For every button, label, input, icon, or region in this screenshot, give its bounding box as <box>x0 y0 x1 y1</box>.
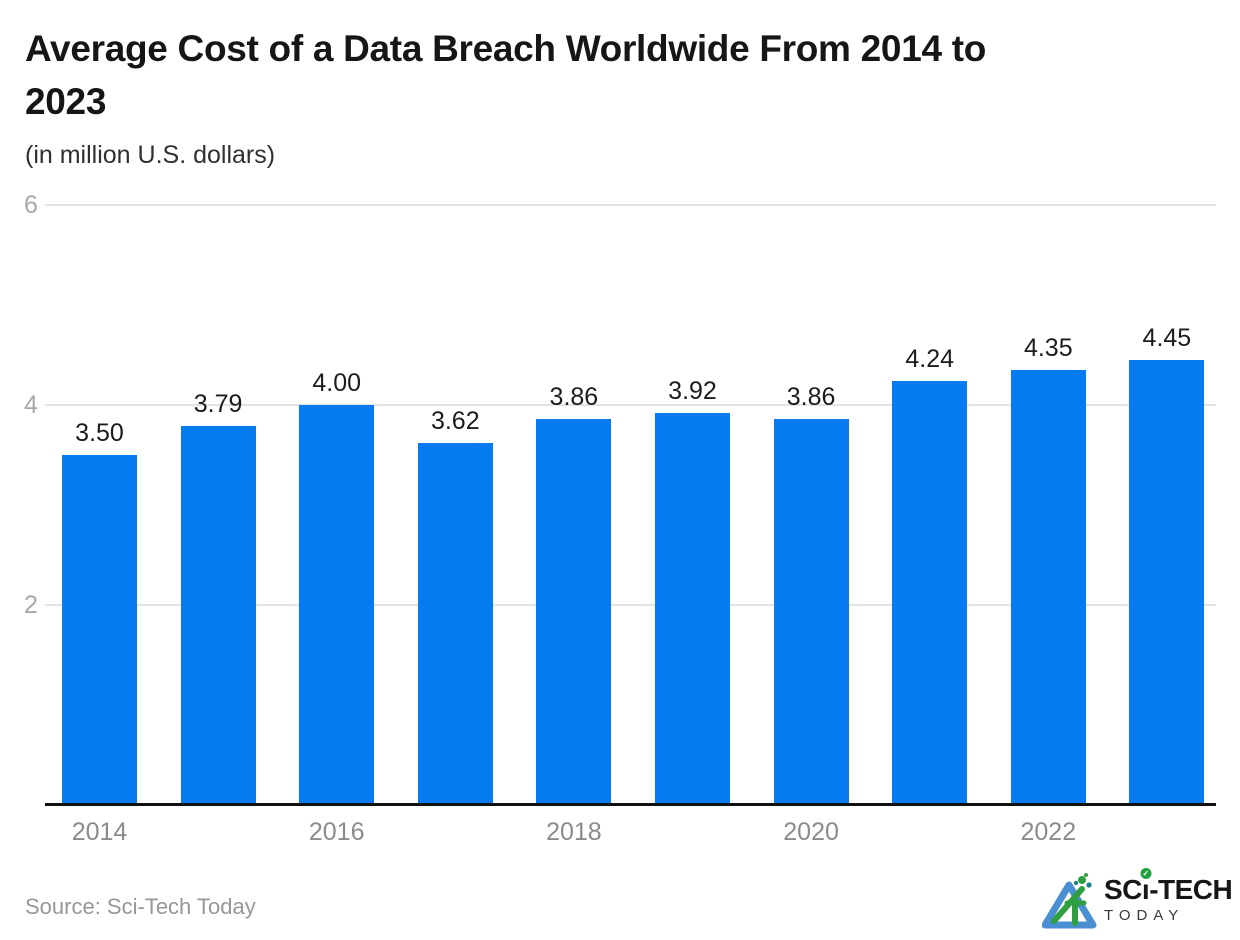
bar-value-label: 3.50 <box>75 419 124 447</box>
x-tick-label: 2014 <box>71 818 128 846</box>
x-axis-line <box>45 803 1216 806</box>
x-tick-label: 2020 <box>783 818 839 846</box>
gridline <box>45 604 1216 606</box>
brand-name: SCı ✓ -TECH <box>1104 868 1233 905</box>
bar <box>655 413 730 805</box>
bar-value-label: 3.92 <box>668 377 717 405</box>
check-icon: ✓ <box>1140 868 1152 879</box>
bar-value-label: 4.00 <box>312 369 362 397</box>
bar <box>180 426 256 805</box>
bar <box>536 419 612 805</box>
bar-value-label: 3.79 <box>193 390 243 418</box>
x-tick-label: 2018 <box>546 818 602 846</box>
bar <box>1129 360 1205 805</box>
bar <box>62 455 137 805</box>
brand-logo-text: SCı ✓ -TECH TODAY <box>1104 868 1233 925</box>
brand-name-post: -TECH <box>1149 874 1233 905</box>
gridline <box>45 204 1216 206</box>
brand-logo: SCı ✓ -TECH TODAY <box>1042 868 1233 930</box>
bar-value-label: 4.24 <box>905 345 955 373</box>
chart-title: Average Cost of a Data Breach Worldwide … <box>25 22 1215 128</box>
bar <box>417 443 493 805</box>
brand-name-pre: SC <box>1104 874 1142 905</box>
x-tick-label: 2016 <box>308 818 365 846</box>
bar <box>1010 370 1086 805</box>
chart-title-line1: Average Cost of a Data Breach Worldwide … <box>25 28 987 69</box>
y-tick-label: 2 <box>24 591 38 619</box>
bar-value-label: 3.86 <box>549 383 599 411</box>
y-tick-label: 6 <box>24 191 38 219</box>
x-tick-label: 2022 <box>1020 818 1077 846</box>
brand-name-i: ı ✓ <box>1140 868 1152 905</box>
gridline <box>45 404 1216 406</box>
bar <box>299 405 375 805</box>
bar-value-label: 3.86 <box>786 383 836 411</box>
source-note: Source: Sci-Tech Today <box>25 894 256 919</box>
bar <box>892 381 968 805</box>
bar-value-label: 4.35 <box>1023 334 1073 362</box>
brand-tagline: TODAY <box>1104 907 1185 924</box>
bar-value-label: 4.45 <box>1142 324 1192 352</box>
chart-title-line2: 2023 <box>25 81 107 122</box>
bar-value-label: 3.62 <box>430 407 480 435</box>
y-tick-label: 4 <box>24 391 38 419</box>
brand-logo-icon <box>1042 873 1097 929</box>
chart-subtitle: (in million U.S. dollars) <box>25 141 276 169</box>
bar <box>773 419 849 805</box>
